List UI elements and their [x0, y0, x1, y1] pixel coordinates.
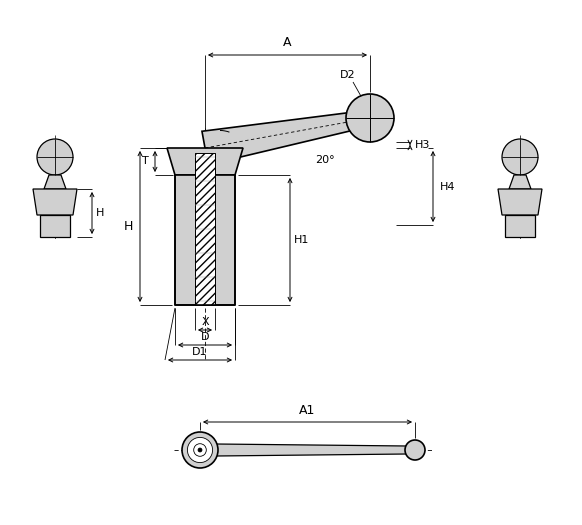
- Text: 20°: 20°: [315, 155, 335, 165]
- Circle shape: [182, 432, 218, 468]
- Bar: [40, 215, 70, 237]
- Polygon shape: [44, 175, 66, 189]
- Circle shape: [502, 139, 538, 175]
- Text: H: H: [96, 208, 104, 218]
- Polygon shape: [33, 189, 77, 215]
- Circle shape: [37, 139, 73, 175]
- Polygon shape: [202, 110, 371, 165]
- Text: H: H: [123, 220, 133, 233]
- Bar: [505, 215, 535, 237]
- Text: D: D: [201, 332, 210, 342]
- Text: T: T: [142, 156, 149, 166]
- Text: D1: D1: [192, 347, 208, 357]
- Circle shape: [405, 440, 425, 460]
- Text: D2: D2: [340, 70, 356, 80]
- Circle shape: [346, 94, 394, 142]
- Polygon shape: [216, 444, 407, 456]
- Text: X: X: [201, 317, 209, 327]
- Circle shape: [194, 444, 206, 456]
- Polygon shape: [509, 175, 531, 189]
- Text: H1: H1: [294, 235, 310, 245]
- Text: A: A: [283, 36, 292, 49]
- Text: H4: H4: [440, 182, 456, 192]
- Circle shape: [198, 448, 202, 452]
- Text: H3: H3: [415, 140, 430, 150]
- Polygon shape: [498, 189, 542, 215]
- Bar: [175, 175, 235, 305]
- Polygon shape: [167, 148, 243, 175]
- Circle shape: [187, 437, 212, 463]
- Text: A1: A1: [299, 404, 315, 417]
- Bar: [195, 153, 215, 305]
